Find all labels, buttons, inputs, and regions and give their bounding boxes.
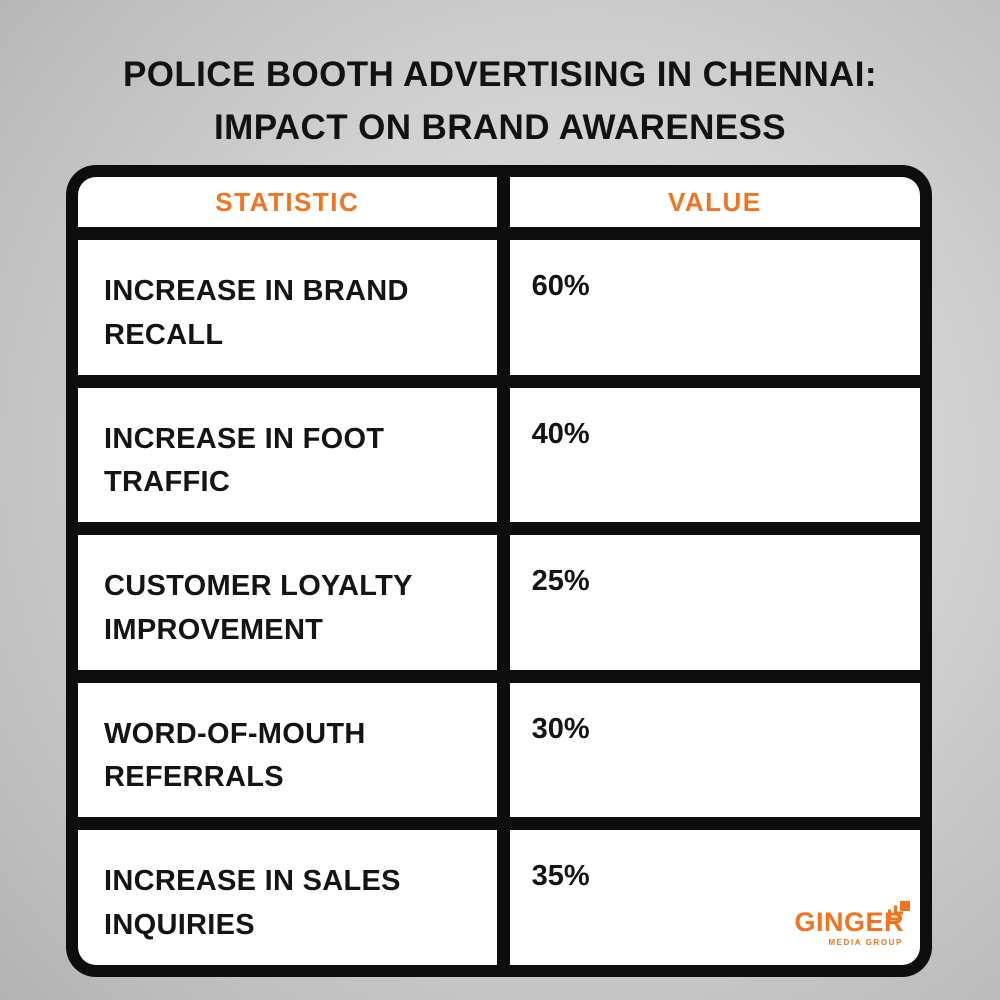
table-row-value: 35% GINGER MEDIA GROUP [509,830,920,965]
table-row-statistic: INCREASE IN SALES INQUIRIES [78,830,497,965]
table-row-value: 25% [509,535,920,670]
stacked-squares-icon [887,896,910,929]
page-title: POLICE BOOTH ADVERTISING IN CHENNAI: IMP… [123,55,877,147]
column-header-statistic: STATISTIC [78,177,497,227]
logo-wordmark: GINGER MEDIA GROUP [794,901,910,947]
table-row-statistic: WORD-OF-MOUTH REFERRALS [78,682,497,818]
logo-text: GINGER [794,907,904,937]
table-row-statistic: INCREASE IN FOOT TRAFFIC [78,387,497,523]
table-row-value: 30% [509,682,920,818]
statistics-table: STATISTIC VALUE INCREASE IN BRAND RECALL… [66,165,932,977]
table-row-value-text: 35% [531,860,590,893]
table-row-statistic: INCREASE IN BRAND RECALL [78,240,497,375]
table-row-value: 60% [509,240,920,375]
table-row-value: 40% [509,387,920,523]
table-row-statistic: CUSTOMER LOYALTY IMPROVEMENT [78,535,497,670]
ginger-media-logo: GINGER MEDIA GROUP [794,901,910,953]
column-header-value: VALUE [509,177,920,227]
logo-subtext: MEDIA GROUP [828,938,903,947]
